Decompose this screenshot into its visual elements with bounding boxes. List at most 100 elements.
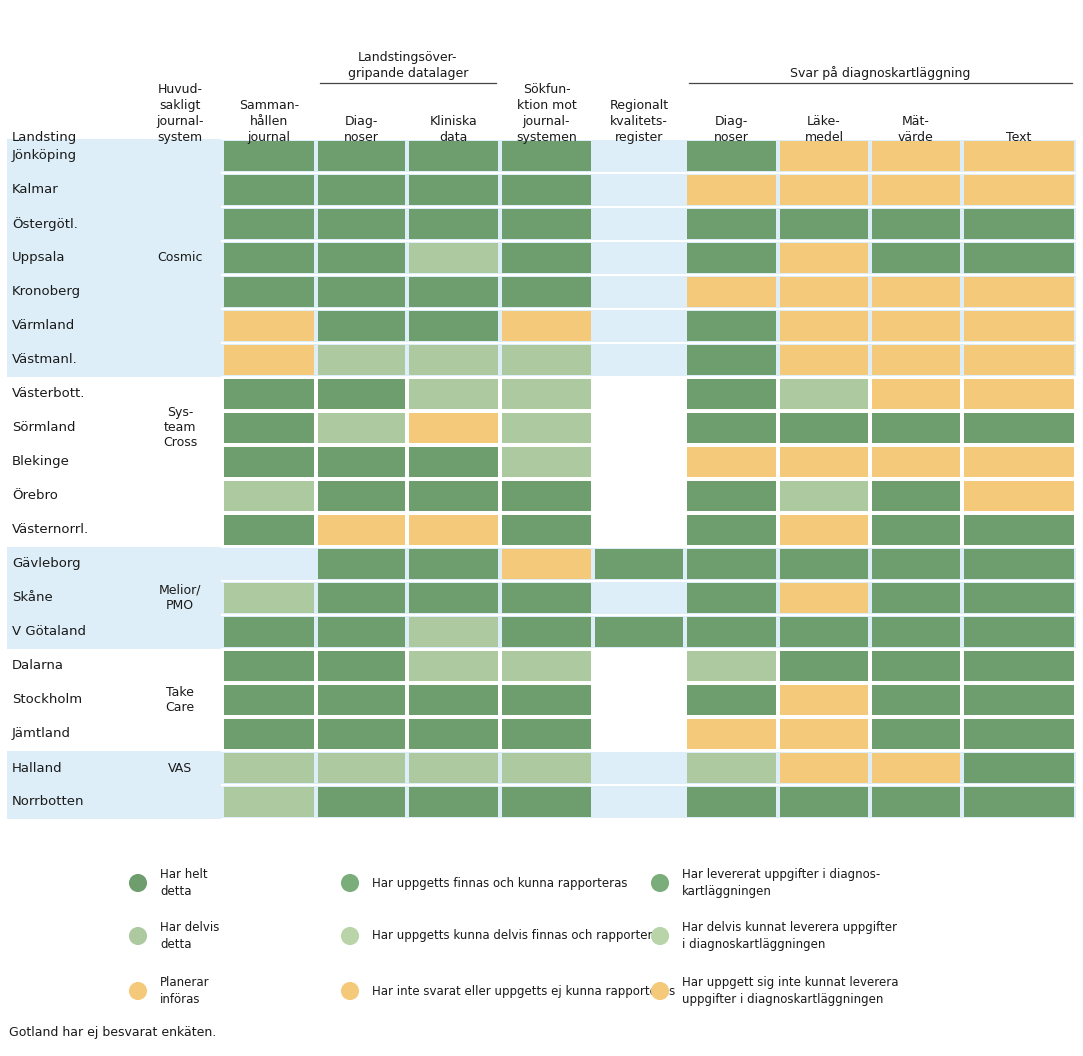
Bar <box>872 447 961 477</box>
Bar <box>408 447 498 477</box>
Bar <box>687 447 777 477</box>
Bar <box>872 344 961 375</box>
Bar <box>224 480 314 511</box>
Bar <box>224 753 314 784</box>
Text: Har uppgett sig inte kunnat leverera
uppgifter i diagnoskartläggningen: Har uppgett sig inte kunnat leverera upp… <box>682 976 899 1005</box>
Bar <box>780 684 869 715</box>
Bar <box>780 753 869 784</box>
Text: Halland: Halland <box>12 761 63 774</box>
Bar <box>780 277 869 307</box>
Bar <box>408 277 498 307</box>
Point <box>651 982 668 999</box>
Bar <box>408 583 498 614</box>
Bar <box>595 617 683 647</box>
Point <box>341 927 358 944</box>
Bar <box>501 753 591 784</box>
Bar <box>780 447 869 477</box>
Bar <box>408 379 498 410</box>
Text: Jämtland: Jämtland <box>12 728 71 740</box>
Bar <box>6 785 1077 819</box>
Bar <box>408 514 498 545</box>
Bar <box>224 514 314 545</box>
Bar <box>6 377 1077 411</box>
Bar <box>501 209 591 240</box>
Bar <box>224 583 314 614</box>
Bar <box>408 617 498 647</box>
Bar <box>687 549 777 580</box>
Bar <box>224 447 314 477</box>
Bar <box>595 549 683 580</box>
Bar <box>224 787 314 817</box>
Bar <box>964 413 1074 444</box>
Bar <box>872 514 961 545</box>
Bar <box>872 684 961 715</box>
Bar <box>501 650 591 681</box>
Bar <box>872 243 961 274</box>
Bar <box>687 277 777 307</box>
Bar <box>501 174 591 205</box>
Text: Huvud-
sakligt
journal-
system: Huvud- sakligt journal- system <box>156 83 204 144</box>
Text: Har helt
detta: Har helt detta <box>160 868 208 898</box>
Bar <box>964 140 1074 171</box>
Bar <box>964 753 1074 784</box>
Text: Diag-
noser: Diag- noser <box>714 115 749 144</box>
Point <box>129 982 146 999</box>
Bar <box>687 719 777 750</box>
Bar <box>501 413 591 444</box>
Text: Take
Care: Take Care <box>166 686 195 714</box>
Text: Samman-
hållen
journal: Samman- hållen journal <box>239 99 299 144</box>
Bar <box>408 684 498 715</box>
Bar <box>501 140 591 171</box>
Bar <box>317 514 405 545</box>
Text: Norrbotten: Norrbotten <box>12 795 84 809</box>
Bar <box>780 344 869 375</box>
Bar <box>224 344 314 375</box>
Text: Gävleborg: Gävleborg <box>12 558 80 570</box>
Bar <box>687 617 777 647</box>
Text: Diag-
noser: Diag- noser <box>344 115 379 144</box>
Bar <box>6 241 1077 275</box>
Text: V Götaland: V Götaland <box>12 625 86 639</box>
Bar <box>6 411 1077 445</box>
Text: Kalmar: Kalmar <box>12 184 58 196</box>
Text: Dalarna: Dalarna <box>12 660 64 673</box>
Bar <box>964 209 1074 240</box>
Bar <box>872 379 961 410</box>
Bar <box>872 617 961 647</box>
Bar <box>780 174 869 205</box>
Bar <box>780 719 869 750</box>
Bar <box>6 547 1077 581</box>
Bar <box>780 140 869 171</box>
Text: Kronoberg: Kronoberg <box>12 285 81 299</box>
Text: Läke-
medel: Läke- medel <box>805 115 844 144</box>
Bar <box>6 343 1077 377</box>
Text: Melior/
PMO: Melior/ PMO <box>159 584 201 612</box>
Bar <box>872 209 961 240</box>
Bar <box>780 549 869 580</box>
Bar <box>224 617 314 647</box>
Bar <box>317 277 405 307</box>
Bar <box>317 344 405 375</box>
Text: Har delvis
detta: Har delvis detta <box>160 921 220 950</box>
Bar <box>317 787 405 817</box>
Bar <box>317 209 405 240</box>
Bar <box>501 480 591 511</box>
Bar <box>872 753 961 784</box>
Bar <box>872 480 961 511</box>
Bar <box>501 277 591 307</box>
Bar <box>687 140 777 171</box>
Bar <box>964 684 1074 715</box>
Text: Sörmland: Sörmland <box>12 421 76 434</box>
Text: Skåne: Skåne <box>12 591 53 604</box>
Bar <box>408 480 498 511</box>
Bar <box>6 751 1077 785</box>
Bar <box>317 379 405 410</box>
Bar <box>501 379 591 410</box>
Text: Västernorrl.: Västernorrl. <box>12 524 89 536</box>
Text: Stockholm: Stockholm <box>12 694 82 706</box>
Text: Värmland: Värmland <box>12 320 75 333</box>
Bar <box>687 379 777 410</box>
Bar <box>317 480 405 511</box>
Bar <box>780 209 869 240</box>
Bar <box>780 787 869 817</box>
